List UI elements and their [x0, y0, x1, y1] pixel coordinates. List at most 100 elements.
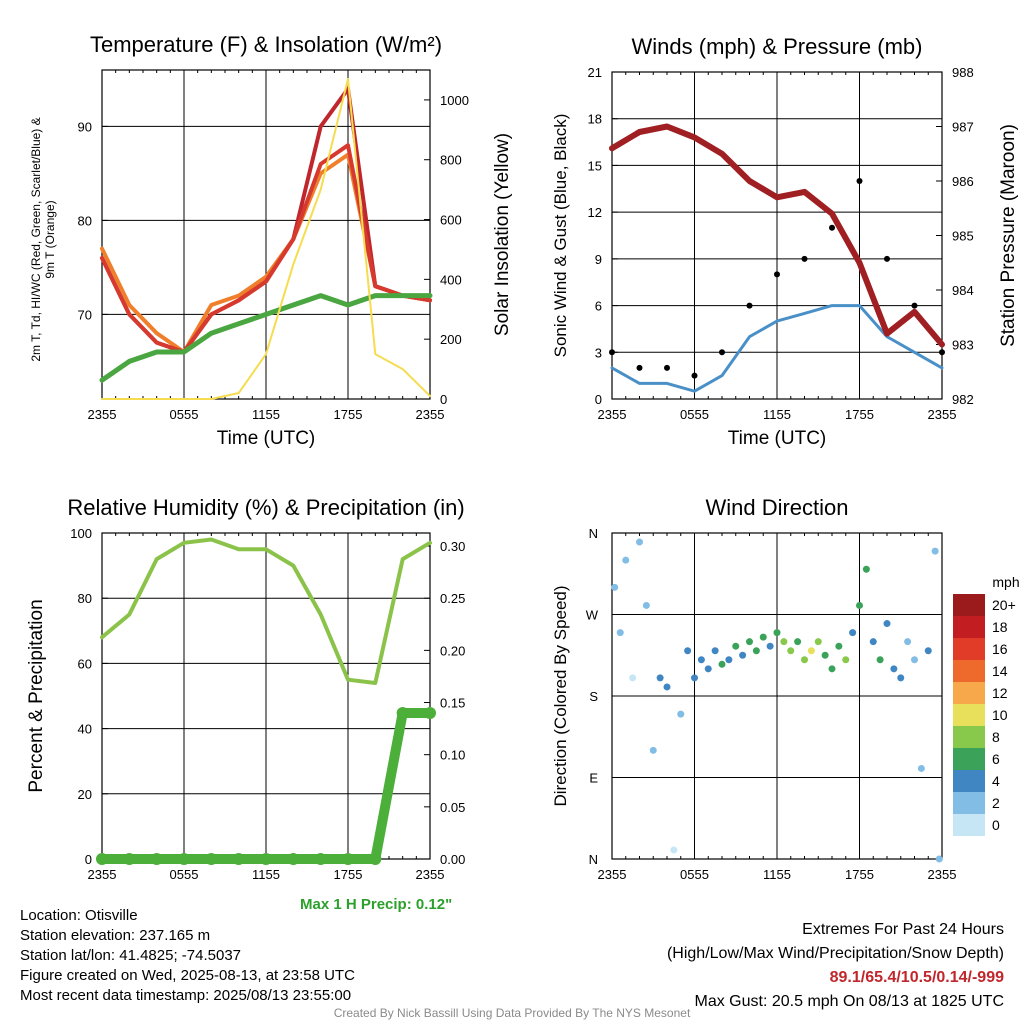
x-axis-label: Time (UTC) — [217, 428, 316, 449]
y2-tick-label: 988 — [952, 65, 974, 80]
chart-title: Temperature (F) & Insolation (W/m²) — [90, 32, 442, 57]
direction-point — [787, 647, 795, 655]
gust-point — [746, 302, 753, 309]
gust-point — [664, 364, 670, 371]
gust-point — [939, 349, 945, 356]
legend-swatch — [953, 616, 985, 638]
x-tick-label: 1155 — [252, 407, 280, 422]
direction-point — [746, 638, 753, 646]
direction-point — [876, 656, 884, 664]
legend-label: 2 — [992, 795, 1000, 811]
legend-label: 6 — [992, 751, 1000, 767]
legend-label: 10 — [992, 707, 1008, 723]
chart-panel-3: 2355 0555 1155 1755 2355 Relative Humidity (%… — [26, 495, 465, 882]
y-tick-label: E — [589, 771, 598, 786]
x-tick-label: 2355 — [598, 867, 627, 882]
y-tick-label: 80 — [78, 591, 92, 606]
x-tick-label: 2355 — [598, 407, 627, 422]
x-tick-label: 0555 — [170, 867, 199, 882]
series-line-pressure — [609, 123, 945, 348]
gust-point — [636, 364, 643, 371]
y-tick-label: N — [589, 852, 598, 867]
series-line-solar — [101, 78, 431, 400]
gust-point — [884, 255, 890, 262]
x-tick-label: 1755 — [334, 867, 363, 882]
direction-point — [801, 656, 808, 664]
gust-point — [691, 372, 698, 379]
gust-point — [911, 302, 918, 309]
x-tick-label: 1755 — [845, 407, 874, 422]
series-line-wind — [610, 304, 944, 393]
y-tick-label: 60 — [78, 656, 92, 671]
y-axis-label: Percent & Precipitation — [26, 599, 47, 792]
chart-panel-1: 2355 0555 1155 1755 2355 Temperature (F) & In… — [29, 32, 513, 449]
direction-point — [691, 674, 698, 682]
direction-point — [821, 651, 829, 659]
max-gust-text: Max Gust: 20.5 mph On 08/13 at 1825 UTC — [694, 993, 1005, 1010]
legend-label: 12 — [992, 685, 1008, 701]
latlon-text: Station lat/lon: 41.4825; -74.5037 — [20, 947, 242, 964]
direction-point — [883, 620, 891, 628]
credit-text: Created By Nick Bassill Using Data Provi… — [333, 1006, 691, 1020]
direction-point — [677, 710, 685, 718]
legend-swatch — [953, 792, 985, 814]
y2-tick-label: 400 — [440, 272, 462, 287]
direction-point — [766, 642, 774, 650]
direction-point — [739, 651, 747, 659]
chart-title: Relative Humidity (%) & Precipitation (i… — [67, 495, 464, 520]
direction-point — [642, 601, 650, 609]
direction-point — [732, 642, 740, 650]
legend-swatch — [953, 660, 985, 682]
direction-point — [697, 656, 705, 664]
legend-label: 16 — [992, 641, 1008, 657]
created-text: Figure created on Wed, 2025-08-13, at 23… — [20, 967, 355, 984]
direction-point — [856, 601, 863, 609]
y2-axis-label: Station Pressure (Maroon) — [998, 124, 1019, 347]
legend-swatch — [953, 726, 985, 748]
y2-tick-label: 0.05 — [440, 800, 465, 815]
y2-tick-label: 982 — [952, 392, 974, 407]
direction-point — [814, 638, 822, 646]
legend-title: mph — [992, 574, 1019, 590]
series-line-hiwc — [100, 143, 432, 354]
direction-point — [759, 633, 767, 641]
direction-point — [611, 583, 619, 591]
direction-point — [794, 638, 802, 646]
y-tick-label: 0 — [595, 392, 602, 407]
y-axis-label: Direction (Colored By Speed) — [551, 585, 570, 806]
y-tick-label: 100 — [70, 526, 92, 541]
legend-swatch — [953, 682, 985, 704]
direction-point — [828, 665, 836, 673]
y-tick-label: 3 — [595, 345, 602, 360]
direction-point — [862, 565, 870, 573]
legend-label: 20+ — [992, 597, 1016, 613]
direction-point — [807, 647, 815, 655]
y-axis-label: Sonic Wind & Gust (Blue, Black) — [551, 114, 570, 358]
legend-label: 4 — [992, 773, 1000, 789]
y2-tick-label: 986 — [952, 174, 974, 189]
direction-point — [684, 647, 692, 655]
y-tick-label: 80 — [78, 213, 92, 228]
direction-point — [656, 674, 664, 682]
extremes-panel: Extremes For Past 24 Hours (High/Low/Max… — [667, 918, 1004, 1014]
direction-point — [773, 629, 781, 637]
x-tick-label: 0555 — [680, 867, 709, 882]
x-tick-label: 1155 — [252, 867, 280, 882]
direction-point — [616, 629, 624, 637]
station-info: Location: Otisville Station elevation: 2… — [20, 906, 355, 1006]
y-tick-label: 6 — [595, 299, 602, 314]
legend-label: 18 — [992, 619, 1008, 635]
legend-swatch — [953, 748, 985, 770]
speed-legend: mph 20+ 18 16 14 12 10 8 6 4 2 0 — [953, 574, 1020, 836]
legend-swatch — [953, 638, 985, 660]
direction-point — [935, 855, 943, 863]
y-tick-label: 18 — [588, 112, 602, 127]
direction-point — [704, 665, 712, 673]
extremes-subtitle: (High/Low/Max Wind/Precipitation/Snow De… — [666, 945, 1004, 962]
y2-tick-label: 985 — [952, 229, 974, 244]
direction-point — [752, 647, 760, 655]
y2-tick-label: 983 — [952, 338, 974, 353]
legend-swatch — [953, 594, 985, 616]
y2-tick-label: 600 — [440, 213, 462, 228]
x-tick-label: 2355 — [416, 407, 445, 422]
